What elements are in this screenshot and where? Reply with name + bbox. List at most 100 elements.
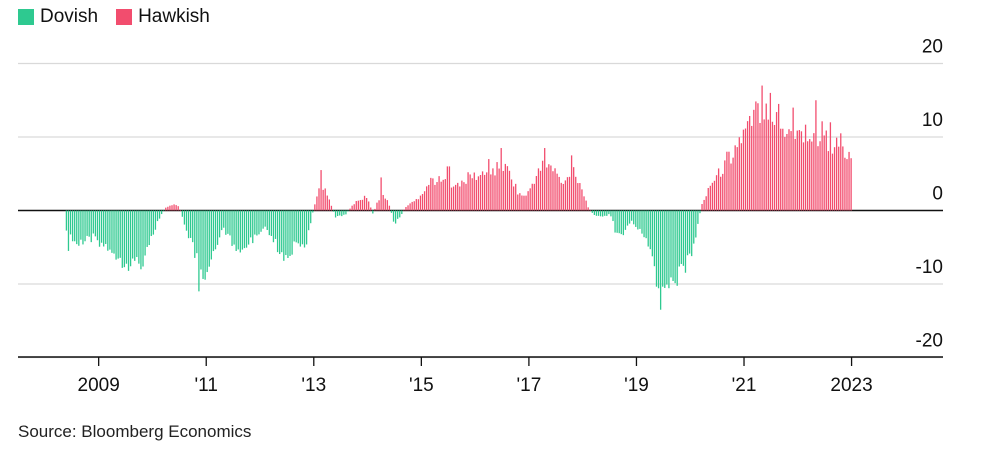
bar-hawkish (444, 179, 446, 211)
bar-hawkish (825, 130, 827, 211)
bar-hawkish (746, 121, 749, 211)
bar-hawkish (587, 207, 589, 211)
bar-dovish (208, 210, 210, 267)
bar-hawkish (326, 195, 328, 211)
bar-dovish (697, 210, 699, 224)
bar-dovish (235, 210, 237, 251)
bar-dovish (668, 210, 670, 289)
bar-dovish (144, 210, 146, 256)
bar-dovish (614, 210, 616, 233)
bar-dovish (69, 210, 72, 235)
bar-hawkish (502, 170, 504, 211)
bar-hawkish (328, 199, 330, 211)
bar-hawkish (436, 182, 438, 211)
bar-dovish (262, 210, 264, 229)
source-note: Source: Bloomberg Economics (18, 422, 252, 441)
bar-hawkish (796, 130, 798, 211)
bar-dovish (631, 210, 633, 221)
bar-dovish (676, 210, 678, 286)
bar-dovish (597, 210, 600, 216)
bar-dovish (688, 210, 691, 254)
bar-hawkish (806, 141, 809, 211)
bar-dovish (612, 210, 614, 222)
bar-dovish (229, 210, 231, 236)
bar-hawkish (320, 170, 322, 211)
bar-hawkish (744, 128, 747, 211)
bar-hawkish (438, 176, 440, 211)
bar-hawkish (815, 100, 817, 211)
bar-hawkish (434, 184, 436, 211)
bar-hawkish (529, 188, 531, 211)
bar-dovish (682, 210, 685, 266)
bar-dovish (608, 210, 610, 215)
bar-dovish (662, 210, 664, 287)
bar-hawkish (363, 195, 366, 211)
bar-hawkish (589, 209, 591, 211)
bar-dovish (666, 210, 668, 285)
bar-dovish (624, 210, 627, 230)
bar-hawkish (771, 121, 774, 211)
bar-dovish (86, 210, 88, 236)
bar-dovish (299, 210, 302, 247)
bar-hawkish (488, 159, 490, 211)
bar-dovish (202, 210, 204, 279)
bar-dovish (651, 210, 653, 257)
bar-hawkish (802, 142, 805, 211)
bar-hawkish (757, 103, 759, 211)
bar-hawkish (450, 187, 453, 211)
bar-hawkish (469, 174, 471, 211)
bar-dovish (132, 210, 134, 259)
bar-dovish (258, 210, 260, 235)
bar-hawkish (773, 124, 776, 211)
bar-dovish (637, 210, 639, 230)
bar-hawkish (382, 194, 384, 211)
legend: Dovish Hawkish (18, 6, 210, 28)
bar-dovish (347, 210, 349, 212)
bar-hawkish (353, 204, 355, 211)
bar-hawkish (800, 131, 803, 211)
bar-dovish (392, 210, 395, 222)
bar-hawkish (510, 179, 513, 211)
bar-hawkish (788, 129, 790, 211)
bar-dovish (214, 210, 217, 250)
bar-hawkish (173, 204, 175, 211)
bar-dovish (674, 210, 676, 284)
bar-hawkish (411, 201, 413, 211)
bar-hawkish (523, 195, 525, 211)
bar-hawkish (548, 164, 550, 211)
y-tick-label: 0 (932, 184, 943, 205)
bar-hawkish (738, 137, 740, 211)
bar-hawkish (365, 198, 368, 211)
bar-hawkish (749, 115, 751, 211)
bar-dovish (678, 210, 680, 267)
bar-dovish (401, 210, 403, 215)
bar-dovish (622, 210, 625, 236)
bar-hawkish (506, 166, 509, 211)
bar-hawkish (459, 186, 461, 211)
bar-hawkish (448, 166, 451, 211)
bar-hawkish (763, 119, 765, 211)
bar-hawkish (483, 174, 486, 211)
bar-hawkish (544, 148, 546, 211)
bar-hawkish (481, 171, 484, 211)
bar-hawkish (769, 92, 772, 211)
bar-dovish (336, 210, 339, 216)
bar-dovish (684, 210, 687, 273)
bar-dovish (146, 210, 148, 247)
bar-dovish (620, 210, 622, 235)
bar-dovish (113, 210, 115, 254)
bar-hawkish (722, 173, 724, 211)
bar-hawkish (568, 176, 571, 211)
bar-dovish (301, 210, 304, 245)
bar-dovish (152, 210, 155, 235)
bar-dovish (67, 210, 70, 251)
bar-hawkish (844, 157, 846, 211)
x-tick-label: '15 (409, 375, 434, 396)
bar-dovish (84, 210, 86, 242)
bar-hawkish (554, 168, 556, 211)
bar-dovish (88, 210, 90, 237)
bar-hawkish (720, 176, 722, 211)
bar-hawkish (811, 141, 813, 211)
bar-dovish (150, 210, 152, 237)
bar-hawkish (585, 200, 587, 211)
